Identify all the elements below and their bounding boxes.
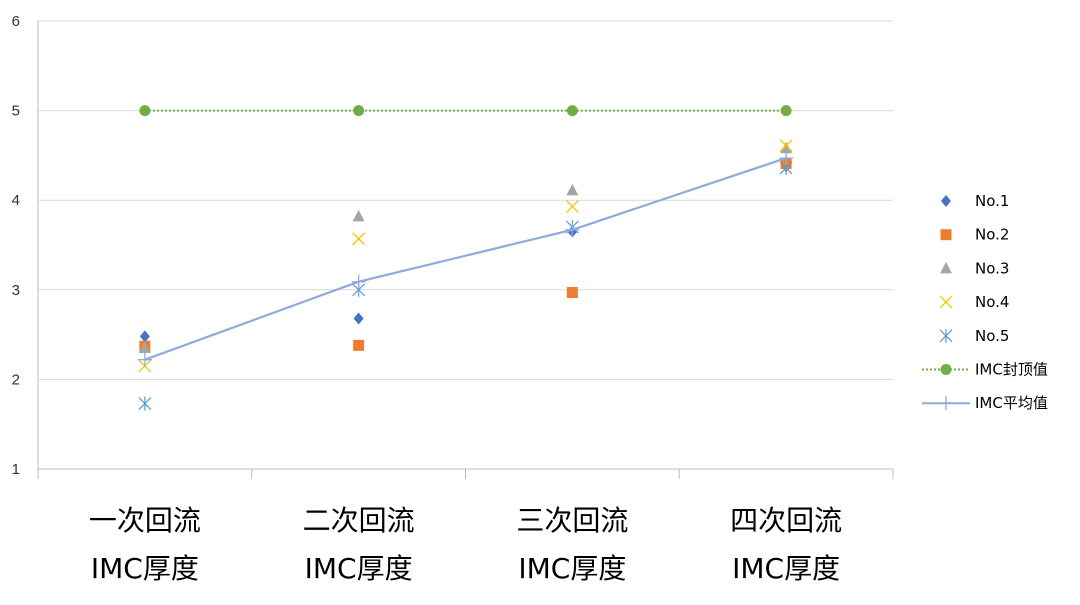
legend-marker	[939, 295, 953, 309]
x-category-label: 一次回流	[89, 504, 201, 537]
legend-item: IMC封顶值	[922, 361, 1048, 379]
series-no-4-point	[565, 200, 579, 213]
legend-marker	[941, 195, 951, 207]
axes: 1 2 3 4 5 6 一次回流 IMC厚度 二次回流 IMC厚度 三次回流 IMC厚度 四次回流 IMC…	[12, 13, 894, 585]
series-imc-point	[780, 105, 792, 117]
x-category-label: IMC厚度	[305, 552, 413, 585]
legend-marker	[940, 364, 952, 375]
legend-label: No.1	[975, 192, 1009, 210]
series-imc-point	[566, 105, 578, 117]
legend-marker	[939, 328, 953, 343]
series-no-1	[139, 160, 792, 343]
series-imc	[137, 151, 794, 367]
legend-label: IMC平均值	[975, 394, 1048, 412]
series-no-3-point	[138, 341, 151, 354]
y-tick-label: 1	[12, 461, 20, 478]
x-category-label: 四次回流	[730, 504, 842, 537]
series-imc-point	[351, 274, 366, 289]
legend-item: No.2	[940, 226, 1009, 244]
series-no-5	[138, 160, 793, 411]
series-no-1-point	[139, 330, 150, 343]
x-category-label: 三次回流	[516, 504, 628, 537]
series-no-3-point	[352, 209, 365, 222]
series-imc-point	[139, 105, 151, 117]
legend-label: No.5	[975, 327, 1009, 345]
legend-label: No.3	[975, 259, 1009, 277]
legend-item: IMC平均值	[922, 394, 1048, 412]
legend-marker	[940, 261, 952, 274]
y-tick-label: 6	[12, 13, 20, 30]
legend-marker	[939, 396, 953, 411]
x-category-label: IMC厚度	[91, 552, 199, 585]
series-no-2-point	[353, 339, 365, 351]
series-no-5-point	[138, 396, 152, 411]
series-imc-point	[353, 105, 365, 117]
legend-marker	[940, 229, 952, 241]
legend-label: No.4	[975, 293, 1009, 311]
series-no-3	[138, 141, 793, 354]
gridlines	[38, 20, 893, 470]
series-imc-line	[144, 157, 787, 361]
x-category-label: IMC厚度	[518, 552, 626, 585]
x-category-label: IMC厚度	[732, 552, 840, 585]
legend-item: No.4	[939, 293, 1009, 311]
series-no-3-point	[566, 183, 579, 196]
series-no-2-point	[566, 286, 578, 298]
series-layer	[137, 105, 794, 411]
y-tick-label: 5	[12, 103, 20, 120]
legend-item: No.3	[940, 259, 1009, 277]
y-tick-label: 3	[12, 282, 20, 299]
y-tick-label: 4	[12, 192, 20, 209]
legend: No.1 No.2 No.3 No.4 No.5 IMC封顶值 IMC平均值	[922, 192, 1048, 412]
series-imc-point	[137, 352, 152, 367]
legend-item: No.5	[939, 327, 1009, 345]
x-category-label: 二次回流	[303, 504, 415, 537]
series-imc-point	[565, 222, 580, 237]
y-tick-label: 2	[12, 371, 20, 388]
legend-label: IMC封顶值	[975, 361, 1048, 379]
legend-item: No.1	[941, 192, 1009, 210]
legend-label: No.2	[975, 226, 1009, 244]
series-no-4-point	[779, 139, 793, 153]
series-imc	[139, 105, 792, 117]
series-imc-point	[779, 151, 794, 166]
series-no-3-point	[780, 141, 793, 154]
series-no-1-point	[353, 312, 364, 325]
series-no-4-point	[352, 232, 366, 246]
